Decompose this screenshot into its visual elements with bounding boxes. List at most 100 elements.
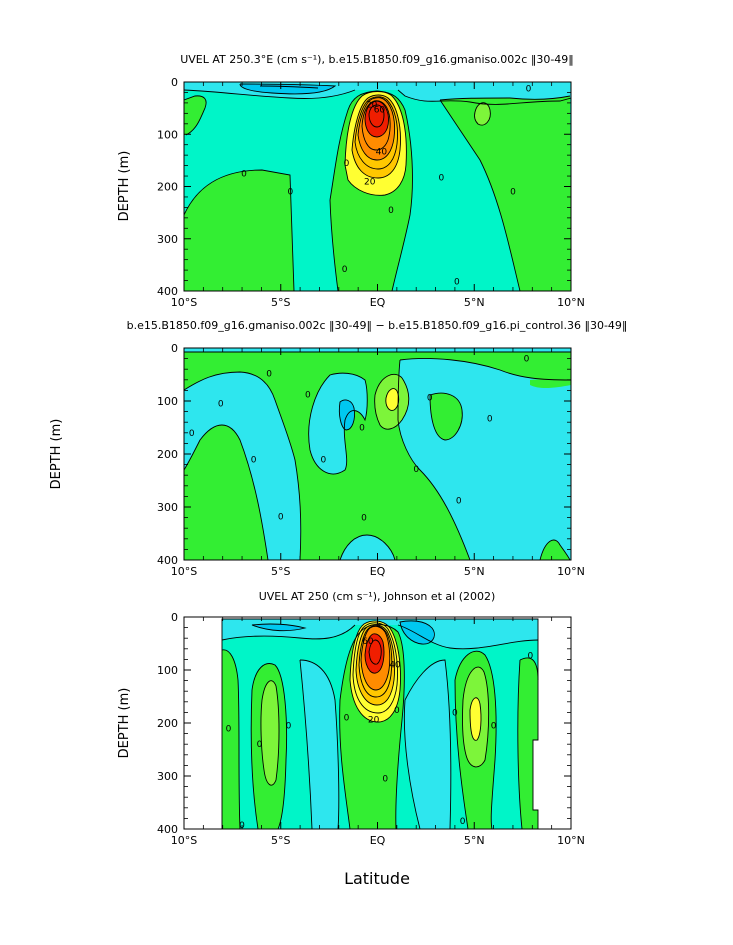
- panel-3-x-ticks: 10°S 5°S EQ 5°N 10°N: [171, 617, 585, 847]
- y-tick-label: 100: [157, 664, 178, 677]
- contour-label: 0: [487, 414, 493, 424]
- contour-label: 0: [286, 722, 292, 732]
- y-tick-label: 200: [157, 717, 178, 730]
- contour-label: 0: [278, 513, 284, 523]
- contour-label: 20: [366, 100, 378, 110]
- x-tick-label: EQ: [370, 565, 386, 578]
- panel-2-yellow-core: [385, 388, 399, 411]
- contour-label: 40: [376, 147, 388, 157]
- y-tick-label: 300: [157, 501, 178, 514]
- panel-1-x-ticks: 10°S 5°S EQ 5°N 10°N: [171, 82, 585, 309]
- contour-label: 0: [320, 455, 326, 465]
- contour-label: 0: [394, 706, 400, 716]
- panel-1-contour-lines: [184, 83, 571, 291]
- contour-label: 0: [189, 429, 195, 439]
- contour-label: 20: [368, 715, 380, 725]
- panel-2-cyan-central: [308, 373, 368, 474]
- contour-label: 0: [452, 708, 458, 718]
- contour-label: 60: [374, 106, 386, 116]
- panel-3-white-notch: [533, 740, 538, 810]
- x-tick-label: 5°S: [271, 565, 290, 578]
- x-tick-label: 10°N: [557, 565, 585, 578]
- panel-3-y-axis-label: DEPTH (m): [117, 688, 132, 759]
- panel-1-green-left: [184, 95, 294, 291]
- x-tick-label: 10°S: [171, 834, 197, 847]
- x-tick-label: EQ: [370, 296, 386, 309]
- contour-label: 0: [524, 355, 530, 365]
- panel-3-yellow-north: [470, 697, 481, 741]
- panel-2-y-axis-label: DEPTH (m): [49, 419, 64, 490]
- panel-2-green-east-tongue: [430, 379, 571, 560]
- x-tick-label: 5°S: [271, 834, 290, 847]
- contour-label: 0: [342, 265, 348, 275]
- panel-1-surface-jet: [240, 84, 335, 94]
- contour-label: 0: [344, 714, 350, 724]
- panel-3-plot-area: 0 0 0 0 0 0 0 0 0 0 0 20 40 60: [184, 617, 571, 831]
- panel-1-contour-labels: 0 0 0 0 0 0 0 0 0 20 20 40 60: [241, 84, 531, 287]
- y-tick-label: 0: [171, 76, 178, 89]
- panel-3-contour-lines: [221, 618, 539, 829]
- panel-2-x-ticks: 10°S 5°S EQ 5°N 10°N: [171, 348, 585, 578]
- panel-3-title: UVEL AT 250 (cm s⁻¹), Johnson et al (200…: [259, 590, 496, 603]
- y-tick-label: 400: [157, 554, 178, 567]
- panel-2: b.e15.B1850.f09_g16.gmaniso.002c ‖30-49‖…: [49, 319, 627, 578]
- panel-1-jet-red: [365, 101, 389, 137]
- panel-2-cyan-south: [340, 535, 395, 560]
- contour-label: 0: [388, 206, 394, 216]
- contour-label: 0: [218, 400, 224, 410]
- y-tick-label: 100: [157, 395, 178, 408]
- contour-label: 0: [239, 821, 245, 831]
- x-tick-label: 5°N: [464, 296, 485, 309]
- x-tick-label: 5°S: [271, 296, 290, 309]
- y-tick-label: 200: [157, 181, 178, 194]
- contour-label: 0: [257, 740, 263, 750]
- y-tick-label: 400: [157, 285, 178, 298]
- x-tick-label: 10°S: [171, 565, 197, 578]
- x-axis-label: Latitude: [344, 869, 410, 888]
- contour-label: 0: [438, 174, 444, 184]
- contour-label: 0: [305, 391, 311, 401]
- panel-1: UVEL AT 250.3°E (cm s⁻¹), b.e15.B1850.f0…: [117, 53, 585, 309]
- contour-label: 0: [241, 169, 247, 179]
- contour-label: 0: [526, 84, 532, 94]
- contour-label: 0: [413, 465, 419, 475]
- y-tick-label: 300: [157, 233, 178, 246]
- panel-2-cyan-west: [184, 372, 301, 560]
- panel-1-title: UVEL AT 250.3°E (cm s⁻¹), b.e15.B1850.f0…: [180, 53, 574, 66]
- panel-1-green-north: [440, 96, 571, 291]
- contour-label: 0: [427, 393, 433, 403]
- contour-label: 0: [527, 652, 533, 662]
- contour-label: 0: [266, 369, 272, 379]
- contour-label: 20: [364, 177, 376, 187]
- contour-label: 0: [454, 278, 460, 288]
- x-tick-label: 5°N: [464, 834, 485, 847]
- x-tick-label: 10°N: [557, 834, 585, 847]
- contour-label: 0: [382, 775, 388, 785]
- contour-label: 0: [456, 497, 462, 507]
- y-tick-label: 400: [157, 823, 178, 836]
- contour-label: 0: [251, 455, 257, 465]
- panel-3: UVEL AT 250 (cm s⁻¹), Johnson et al (200…: [117, 590, 585, 847]
- panel-1-y-axis-label: DEPTH (m): [117, 151, 132, 222]
- contour-label: 0: [510, 188, 516, 198]
- contour-label: 0: [361, 514, 367, 524]
- contour-label: 60: [362, 637, 374, 647]
- contour-label: 0: [359, 424, 365, 434]
- panel-1-lime-blob: [474, 102, 491, 126]
- contour-label: 0: [226, 724, 232, 734]
- panel-2-y-ticks: 0 100 200 300 400: [157, 342, 571, 567]
- y-tick-label: 0: [171, 342, 178, 355]
- y-tick-label: 100: [157, 128, 178, 141]
- panel-3-lime-west: [260, 680, 279, 786]
- contour-label: 0: [491, 722, 497, 732]
- panel-3-cyan-mid: [300, 660, 451, 829]
- y-tick-label: 0: [171, 611, 178, 624]
- x-tick-label: 10°N: [557, 296, 585, 309]
- panel-2-title: b.e15.B1850.f09_g16.gmaniso.002c ‖30-49‖…: [127, 319, 628, 332]
- panel-1-plot-area: 0 0 0 0 0 0 0 0 0 20 20 40 60: [184, 82, 571, 291]
- panel-3-cyan-band: [222, 619, 538, 649]
- panel-3-contour-labels: 0 0 0 0 0 0 0 0 0 0 0 20 40 60: [226, 637, 534, 831]
